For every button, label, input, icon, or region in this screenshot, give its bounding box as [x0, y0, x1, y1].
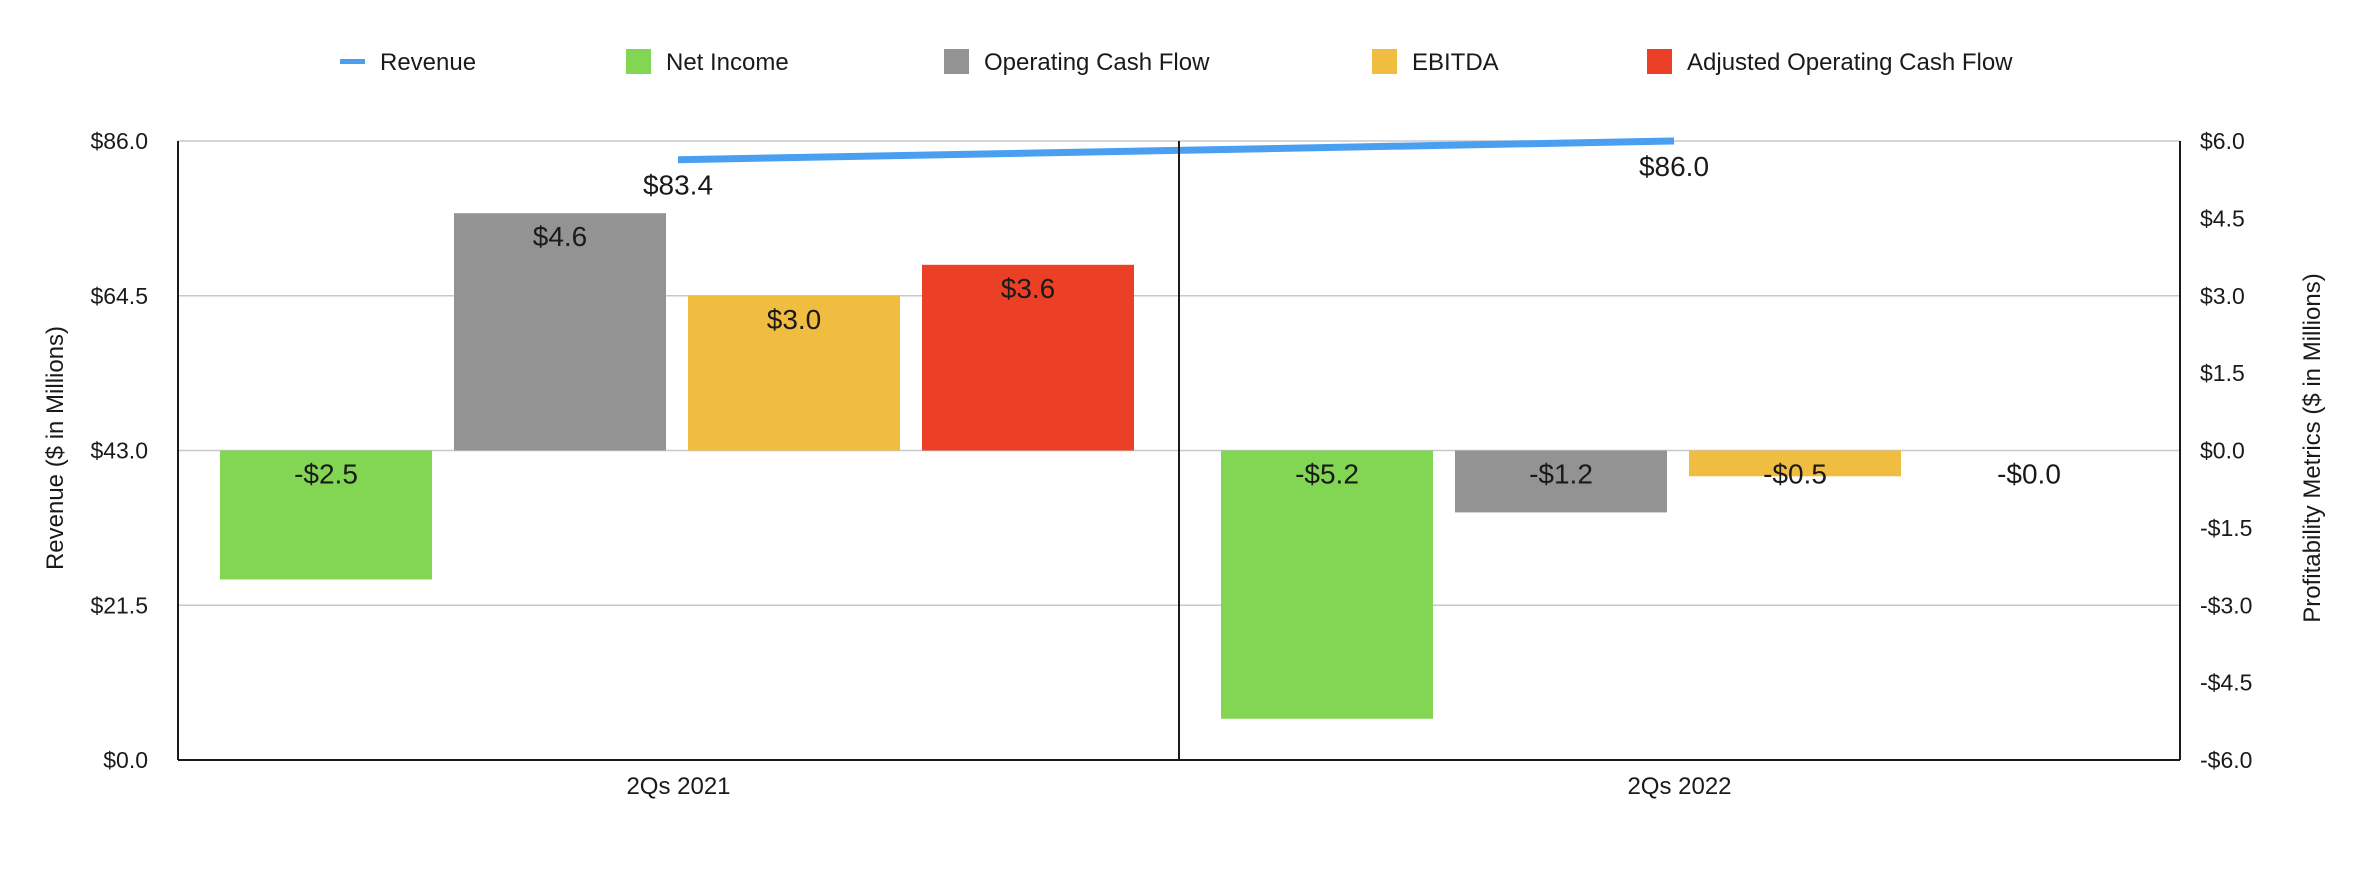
bar-data-label: -$5.2 [1295, 459, 1359, 490]
right-axis-title: Profitability Metrics ($ in Millions) [2299, 273, 2326, 622]
left-tick-label: $43.0 [90, 438, 148, 464]
bar-data-label: $3.0 [767, 304, 822, 335]
bar-data-label: -$2.5 [294, 459, 358, 490]
right-tick-label: $1.5 [2200, 360, 2245, 386]
legend-item-operating-cash-flow: Operating Cash Flow [944, 49, 1210, 76]
left-tick-label: $21.5 [90, 592, 148, 618]
left-tick-label: $64.5 [90, 283, 148, 309]
category-label: 2Qs 2021 [626, 773, 730, 800]
legend-swatch [1647, 49, 1672, 74]
bar-net-income [1221, 450, 1433, 719]
right-tick-label: -$1.5 [2200, 515, 2252, 541]
right-tick-label: -$4.5 [2200, 670, 2252, 696]
right-tick-label: $0.0 [2200, 438, 2245, 464]
bar-adjusted-operating-cash-flow [922, 264, 1134, 451]
right-tick-label: $6.0 [2200, 128, 2245, 154]
legend-swatch [626, 49, 651, 74]
bar-data-label: $3.6 [1001, 273, 1056, 304]
bar-ebitda [688, 295, 900, 451]
legend-label: EBITDA [1412, 49, 1499, 76]
right-tick-label: $3.0 [2200, 283, 2245, 309]
legend-label: Adjusted Operating Cash Flow [1687, 49, 2013, 76]
revenue-data-label: $83.4 [643, 170, 713, 201]
legend: Revenue Net Income Operating Cash Flow EBIT… [340, 49, 2013, 76]
legend-swatch [944, 49, 969, 74]
bars [220, 213, 1901, 719]
bar-data-label: $4.6 [533, 221, 588, 252]
legend-swatch [340, 59, 365, 64]
bar-operating-cash-flow [1455, 450, 1667, 513]
legend-item-ebitda: EBITDA [1372, 49, 1499, 76]
legend-item-adjusted-operating-cash-flow: Adjusted Operating Cash Flow [1647, 49, 2013, 76]
bar-ebitda [1689, 450, 1901, 477]
legend-label: Revenue [380, 49, 476, 76]
category-label: 2Qs 2022 [1627, 773, 1731, 800]
revenue-line [677, 137, 1675, 164]
revenue-line-group [677, 137, 1675, 164]
left-axis-title: Revenue ($ in Millions) [42, 326, 69, 570]
axes: $0.0 $21.5 $43.0 $64.5 $86.0 -$6.0 -$4.5 -$3.0 -… [90, 128, 2252, 800]
right-tick-label: -$6.0 [2200, 747, 2252, 773]
legend-label: Operating Cash Flow [984, 49, 1210, 76]
revenue-data-label: $86.0 [1639, 151, 1709, 182]
bar-data-label: -$0.0 [1997, 459, 2061, 490]
left-tick-label: $0.0 [103, 747, 148, 773]
legend-label: Net Income [666, 49, 789, 76]
legend-swatch [1372, 49, 1397, 74]
bar-net-income [220, 450, 432, 580]
legend-item-revenue: Revenue [340, 49, 476, 76]
right-tick-label: -$3.0 [2200, 592, 2252, 618]
legend-item-net-income: Net Income [626, 49, 789, 76]
right-tick-label: $4.5 [2200, 205, 2245, 231]
bar-data-label: -$1.2 [1529, 459, 1593, 490]
bar-data-label: -$0.5 [1763, 459, 1827, 490]
bar-operating-cash-flow [454, 213, 666, 451]
left-tick-label: $86.0 [90, 128, 148, 154]
data-labels: -$2.5 -$5.2 $4.6 -$1.2 $3.0 -$0.5 $3.6 -$0.0 $83… [294, 151, 2061, 490]
